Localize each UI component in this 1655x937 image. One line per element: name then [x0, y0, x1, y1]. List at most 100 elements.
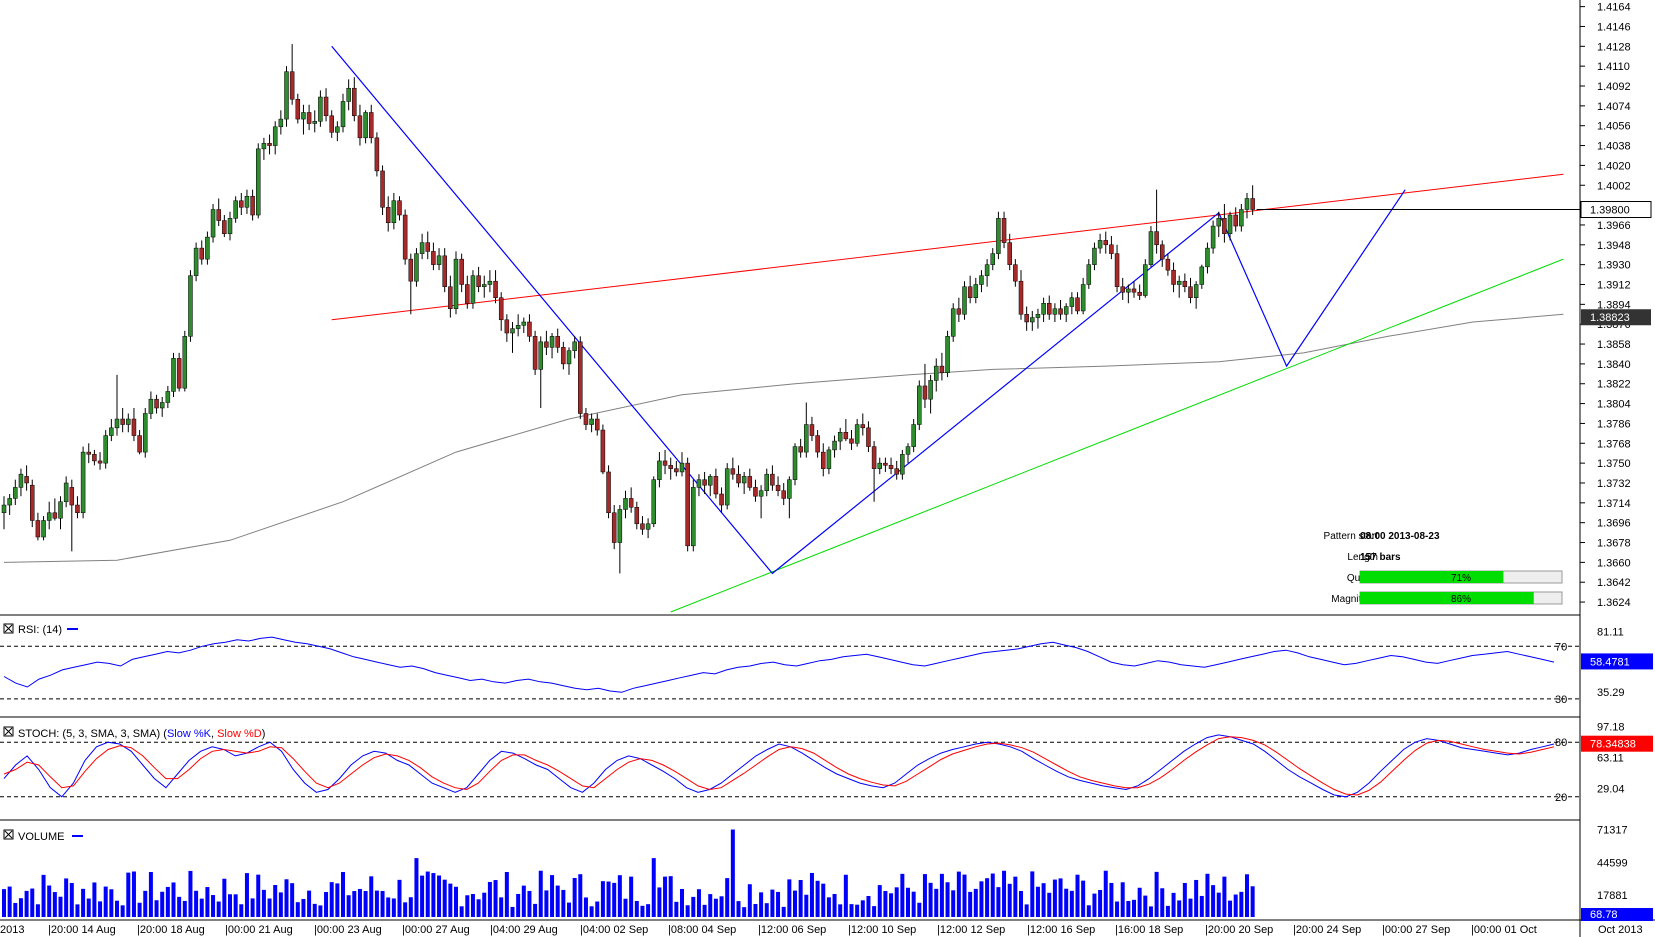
- candle-body: [1063, 306, 1069, 315]
- volume-bar: [612, 882, 617, 917]
- candle-body: [425, 242, 430, 252]
- volume-bar: [1182, 882, 1187, 917]
- volume-bar: [307, 890, 312, 917]
- pattern-info-label: Pattern start: [1324, 531, 1379, 542]
- volume-bar: [730, 829, 735, 917]
- candle-body: [75, 504, 80, 514]
- candle-body: [1193, 284, 1199, 298]
- support-line: [670, 258, 1564, 613]
- time-axis-label: |12:00 10 Sep: [848, 924, 916, 936]
- volume-bar: [1177, 900, 1182, 917]
- candle-body: [979, 275, 984, 285]
- volume-axis-bottom: 17881: [1597, 890, 1628, 902]
- volume-bar: [64, 878, 69, 917]
- volume-bar: [555, 885, 560, 917]
- candle-body: [809, 424, 815, 436]
- volume-bar: [92, 882, 97, 917]
- volume-bar: [578, 874, 583, 917]
- candle-body: [414, 253, 419, 282]
- volume-bar: [154, 900, 159, 917]
- volume-bar: [454, 886, 458, 917]
- candle-body: [103, 435, 108, 464]
- candle-body: [306, 112, 312, 124]
- volume-axis-top: 71317: [1597, 825, 1628, 837]
- candle-body: [668, 465, 673, 469]
- candle-body: [199, 247, 204, 260]
- time-axis-label: |00:00 27 Aug: [402, 924, 470, 936]
- volume-bar: [250, 898, 255, 917]
- candle-body: [1120, 286, 1125, 293]
- candle-body: [600, 429, 606, 473]
- volume-bar: [606, 881, 611, 917]
- candle-body: [973, 284, 979, 298]
- volume-bar: [1245, 874, 1249, 917]
- volume-bar: [945, 882, 950, 917]
- candle-body: [674, 468, 679, 473]
- price-tick-label: 1.3750: [1597, 458, 1631, 470]
- volume-bar: [1205, 873, 1210, 917]
- candle-body: [1154, 231, 1159, 246]
- volume-bar: [239, 904, 244, 917]
- rsi-panel-toggle-icon-x2: [4, 624, 13, 633]
- candle-body: [109, 427, 114, 436]
- time-axis-label: |00:00 01 Oct: [1471, 924, 1537, 936]
- candle-body: [595, 418, 600, 431]
- pattern-bar-text: 86%: [1451, 594, 1471, 605]
- candle-body: [854, 424, 860, 444]
- candle-body: [967, 286, 973, 298]
- volume-bar: [1052, 879, 1057, 917]
- volume-bar: [968, 891, 973, 917]
- volume-bar: [561, 889, 566, 917]
- volume-bar: [1024, 904, 1029, 917]
- volume-bar: [1233, 894, 1238, 917]
- candle-body: [628, 498, 634, 508]
- candle-body: [945, 336, 950, 373]
- candle-body: [1233, 214, 1238, 227]
- candle-body: [498, 297, 504, 321]
- volume-bar: [973, 888, 978, 917]
- volume-bar: [194, 890, 199, 917]
- time-axis-label: |20:00 20 Sep: [1205, 924, 1273, 936]
- candle-body: [1041, 302, 1046, 315]
- candle-body: [606, 471, 611, 514]
- candle-body: [476, 275, 481, 287]
- volume-bar: [623, 898, 628, 917]
- volume-bar: [24, 890, 29, 917]
- volume-bar: [109, 889, 114, 917]
- candle-body: [877, 462, 882, 469]
- volume-panel: VOLUME 71317 44599 17881 68.78: [2, 825, 1653, 921]
- price-tick-label: 1.3930: [1597, 260, 1631, 272]
- candle-body: [691, 487, 696, 547]
- volume-bar: [216, 901, 221, 917]
- volume-bar: [798, 879, 803, 917]
- price-tick-label: 1.3822: [1597, 379, 1631, 391]
- candle-body: [888, 465, 894, 469]
- volume-bar: [917, 902, 922, 917]
- candle-body: [182, 336, 188, 389]
- volume-bar: [1171, 892, 1176, 917]
- volume-bar: [425, 871, 430, 917]
- candle-body: [176, 358, 182, 389]
- volume-bar: [75, 904, 80, 917]
- candle-body: [950, 308, 956, 337]
- volume-bar: [211, 895, 216, 917]
- candle-body: [148, 398, 154, 414]
- candle-body: [640, 523, 645, 530]
- stoch-title-part: ,: [211, 728, 217, 740]
- candle-body: [1148, 231, 1154, 265]
- candle-body: [46, 512, 52, 521]
- price-tick-label: 1.4092: [1597, 81, 1631, 93]
- volume-bar: [1013, 876, 1018, 917]
- candle-body: [261, 143, 267, 150]
- candle-body: [679, 462, 685, 473]
- volume-bar: [1120, 882, 1125, 917]
- volume-bar: [318, 905, 323, 917]
- rsi-panel: RSI: (14) 70 30 81.11 35.29 58.4781: [0, 623, 1653, 706]
- volume-bar: [951, 890, 956, 917]
- candle-body: [1131, 288, 1137, 293]
- candle-body: [459, 258, 464, 285]
- volume-bar: [295, 902, 300, 917]
- volume-bar: [199, 898, 204, 917]
- volume-bar: [35, 904, 40, 917]
